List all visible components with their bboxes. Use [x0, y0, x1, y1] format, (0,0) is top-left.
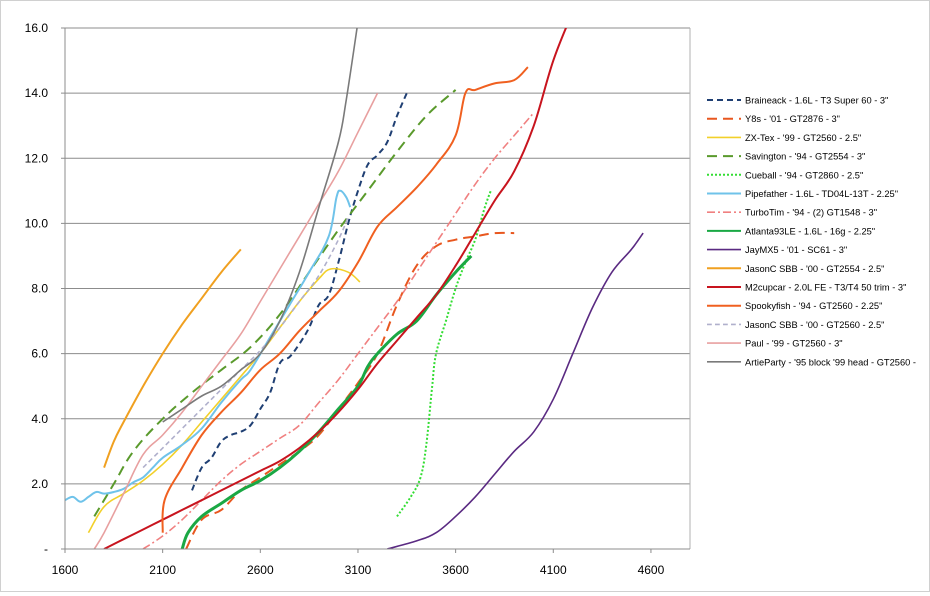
- y-tick-label: 2.0: [31, 477, 48, 491]
- legend-label: Cueball - '94 - GT2860 - 2.5": [745, 170, 863, 180]
- series-layer: [65, 28, 644, 549]
- series-line-6: [65, 189, 352, 503]
- legend-item: M2cupcar - 2.0L FE - T3/T4 50 trim - 3": [707, 283, 906, 293]
- x-tick-label: 2600: [247, 563, 274, 577]
- legend-label: JayMX5 - '01 - SC61 - 3": [745, 245, 847, 255]
- y-tick-label: 16.0: [25, 21, 49, 35]
- legend-label: Paul - '99 - GT2560 - 3": [745, 339, 843, 349]
- legend-item: TurboTim - '94 - (2) GT1548 - 3": [707, 208, 877, 218]
- series-line-10: [103, 248, 242, 468]
- legend-label: Atlanta93LE - 1.6L - 16g - 2.25": [745, 226, 875, 236]
- legend-item: Y8s - '01 - GT2876 - 3": [707, 114, 840, 124]
- x-tick-label: 4100: [540, 563, 567, 577]
- legend-item: ZX-Tex - '99 - GT2560 - 2.5": [707, 133, 861, 143]
- x-tick-label: 3100: [345, 563, 372, 577]
- series-line-2: [185, 231, 515, 549]
- y-tick-label: -: [44, 542, 48, 556]
- legend-label: JasonC SBB - '00 - GT2560 - 2.5": [745, 320, 884, 330]
- legend-label: Pipefather - 1.6L - TD04L-13T - 2.25": [745, 189, 898, 199]
- y-tick-label: 10.0: [25, 216, 49, 230]
- legend-item: Atlanta93LE - 1.6L - 16g - 2.25": [707, 226, 875, 236]
- legend-item: JayMX5 - '01 - SC61 - 3": [707, 245, 847, 255]
- y-tick-label: 14.0: [25, 86, 49, 100]
- legend-label: TurboTim - '94 - (2) GT1548 - 3": [745, 208, 877, 218]
- y-tick-label: 8.0: [31, 282, 48, 296]
- legend-label: ZX-Tex - '99 - GT2560 - 2.5": [745, 133, 861, 143]
- legend-item: Savington - '94 - GT2554 - 3": [707, 152, 865, 162]
- legend-label: Savington - '94 - GT2554 - 3": [745, 152, 865, 162]
- legend-item: Pipefather - 1.6L - TD04L-13T - 2.25": [707, 189, 898, 199]
- y-tick-label: 6.0: [31, 347, 48, 361]
- legend-item: ArtieParty - '95 block '99 head - GT2560…: [707, 357, 916, 367]
- legend-label: JasonC SBB - '00 - GT2554 - 2.5": [745, 264, 884, 274]
- series-line-3: [87, 267, 361, 534]
- y-tick-label: 4.0: [31, 412, 48, 426]
- legend-label: Spookyfish - '94 - GT2560 - 2.25": [745, 301, 882, 311]
- legend-item: Braineack - 1.6L - T3 Super 60 - 3": [707, 96, 888, 106]
- legend-label: Y8s - '01 - GT2876 - 3": [745, 114, 840, 124]
- x-tick-label: 3600: [442, 563, 469, 577]
- x-tick-label: 2100: [149, 563, 176, 577]
- legend: Braineack - 1.6L - T3 Super 60 - 3" Y8s -…: [707, 96, 916, 367]
- legend-label: ArtieParty - '95 block '99 head - GT2560…: [745, 357, 916, 367]
- legend-item: Paul - '99 - GT2560 - 3": [707, 339, 843, 349]
- legend-item: Cueball - '94 - GT2860 - 2.5": [707, 170, 863, 180]
- series-line-11: [103, 28, 568, 549]
- series-line-14: [93, 92, 379, 549]
- x-tick-label: 4600: [638, 563, 665, 577]
- legend-label: Braineack - 1.6L - T3 Super 60 - 3": [745, 96, 888, 106]
- x-tick-label: 1600: [52, 563, 79, 577]
- legend-item: JasonC SBB - '00 - GT2560 - 2.5": [707, 320, 884, 330]
- series-line-12: [161, 66, 529, 533]
- series-line-1: [191, 92, 408, 491]
- axis-layer: - 2.0 4.0 6.0 8.0 10.0 12.0 14.0 16.0 1600 2100 260…: [25, 21, 690, 577]
- series-line-8: [180, 254, 473, 549]
- legend-item: Spookyfish - '94 - GT2560 - 2.25": [707, 301, 882, 311]
- series-line-4: [93, 89, 457, 517]
- y-tick-label: 12.0: [25, 151, 49, 165]
- legend-label: M2cupcar - 2.0L FE - T3/T4 50 trim - 3": [745, 283, 906, 293]
- series-line-9: [387, 232, 644, 549]
- series-line-15: [162, 28, 358, 423]
- legend-item: JasonC SBB - '00 - GT2554 - 2.5": [707, 264, 884, 274]
- series-line-7: [142, 112, 535, 549]
- series-line-13: [142, 216, 349, 469]
- grid-layer: [65, 27, 691, 549]
